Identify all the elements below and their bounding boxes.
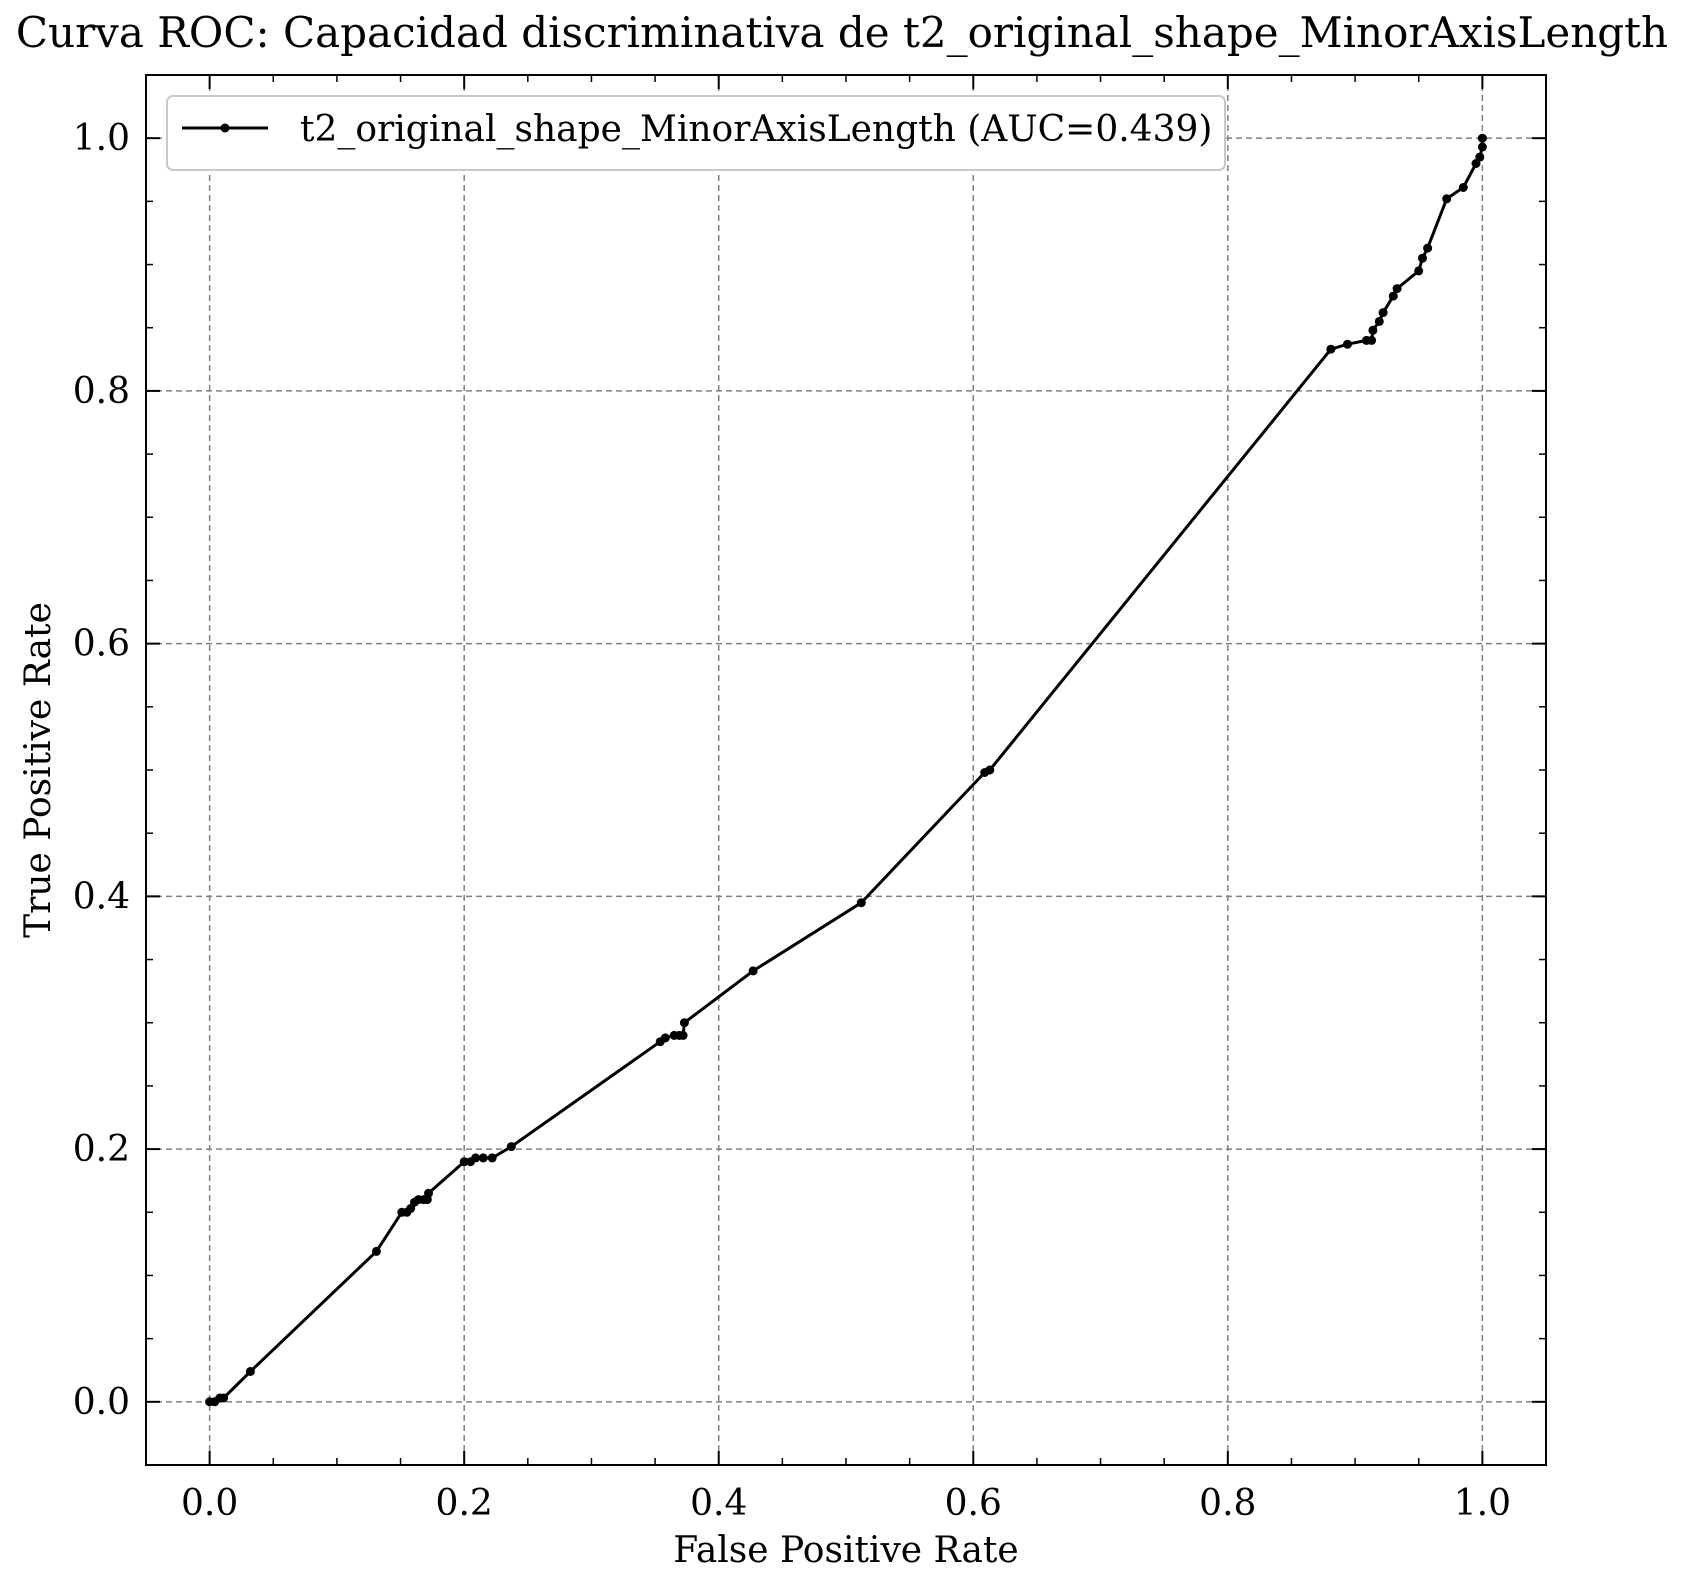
roc-curve-points	[205, 133, 1487, 1407]
roc-data-point	[478, 1153, 488, 1163]
roc-data-point	[1392, 284, 1402, 294]
y-tick-label: 1.0	[73, 118, 130, 159]
grid-lines	[146, 75, 1546, 1465]
roc-data-point	[1367, 335, 1377, 345]
x-axis-label: False Positive Rate	[673, 1530, 1018, 1571]
y-axis-label: True Positive Rate	[18, 602, 59, 938]
roc-data-point	[1388, 291, 1398, 301]
y-tick-label: 0.4	[73, 876, 130, 917]
roc-data-point	[1368, 325, 1378, 335]
plot-frame	[145, 74, 1547, 1466]
chart-title: Curva ROC: Capacidad discriminativa de t…	[16, 8, 1668, 57]
y-tick-label: 0.2	[73, 1129, 130, 1170]
roc-series	[205, 133, 1487, 1407]
roc-data-point	[985, 765, 995, 775]
roc-data-point	[1458, 183, 1468, 192]
roc-data-point	[1343, 339, 1352, 349]
x-tick-label: 0.2	[436, 1483, 493, 1524]
x-tick-label: 1.0	[1454, 1483, 1511, 1524]
tick-marks	[145, 74, 1547, 1466]
roc-data-point	[1442, 194, 1452, 204]
roc-data-point	[245, 1367, 255, 1376]
roc-data-point	[660, 1033, 670, 1043]
roc-data-point	[506, 1142, 516, 1152]
x-tick-label: 0.6	[945, 1483, 1002, 1524]
roc-data-point	[856, 898, 866, 908]
x-tick-label: 0.4	[690, 1483, 747, 1524]
roc-data-point	[371, 1246, 381, 1256]
roc-data-point	[679, 1018, 689, 1028]
roc-data-point	[471, 1153, 481, 1163]
roc-data-point	[1477, 142, 1487, 152]
legend-box	[166, 95, 1226, 171]
roc-data-point	[1326, 344, 1336, 354]
roc-data-point	[1378, 308, 1388, 318]
x-tick-label: 0.8	[1199, 1483, 1256, 1524]
y-tick-labels: 0.0 0.2 0.4 0.6 0.8 1.0	[73, 118, 130, 1423]
legend: t2_original_shape_MinorAxisLength (AUC=0…	[166, 95, 1226, 171]
roc-data-point	[487, 1153, 497, 1163]
y-tick-label: 0.0	[73, 1382, 130, 1423]
x-tick-labels: 0.0 0.2 0.4 0.6 0.8 1.0	[181, 1483, 1511, 1524]
roc-data-point	[1423, 243, 1433, 253]
roc-data-point	[748, 966, 758, 976]
roc-data-point	[1475, 152, 1485, 162]
roc-data-point	[678, 1030, 688, 1040]
roc-data-point	[1477, 133, 1487, 143]
roc-data-point	[1418, 253, 1427, 263]
roc-data-point	[459, 1157, 469, 1167]
roc-data-point	[1414, 266, 1424, 276]
legend-series-label: t2_original_shape_MinorAxisLength (AUC=0…	[300, 109, 1212, 150]
y-tick-label: 0.8	[73, 371, 130, 412]
roc-data-point	[1374, 316, 1384, 326]
y-tick-label: 0.6	[73, 624, 130, 665]
x-tick-label: 0.0	[181, 1483, 238, 1524]
roc-data-point	[424, 1188, 433, 1198]
legend-marker-sample	[220, 123, 230, 133]
roc-data-point	[219, 1393, 229, 1403]
